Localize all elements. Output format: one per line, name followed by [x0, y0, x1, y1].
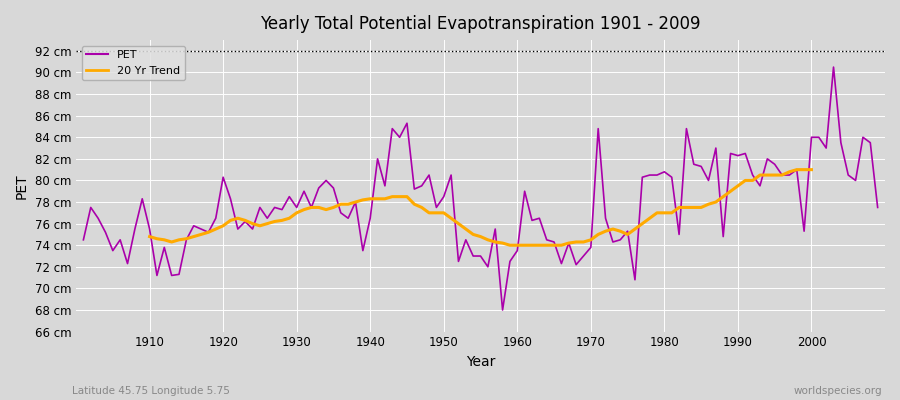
Text: worldspecies.org: worldspecies.org — [794, 386, 882, 396]
X-axis label: Year: Year — [466, 355, 495, 369]
Y-axis label: PET: PET — [15, 173, 29, 199]
Legend: PET, 20 Yr Trend: PET, 20 Yr Trend — [82, 46, 184, 80]
Text: Latitude 45.75 Longitude 5.75: Latitude 45.75 Longitude 5.75 — [72, 386, 230, 396]
Title: Yearly Total Potential Evapotranspiration 1901 - 2009: Yearly Total Potential Evapotranspiratio… — [260, 15, 701, 33]
